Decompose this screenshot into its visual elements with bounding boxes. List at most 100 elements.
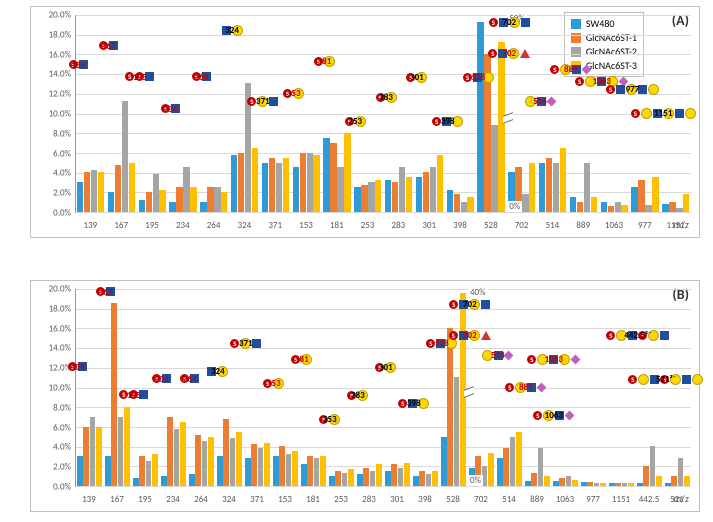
bar [432,471,438,486]
bar [195,435,201,486]
bar [286,454,292,486]
bar [461,202,467,212]
bar [525,481,531,486]
x-tick: 528 [484,220,498,231]
y-tick: 2.0% [35,462,71,473]
y-tick: 18.0% [35,29,71,40]
bar [238,153,244,212]
bar [652,177,658,212]
x-tick: 181 [330,220,344,231]
bar [330,143,336,212]
y-tick: 6.0% [35,422,71,433]
x-tick: 1063 [605,220,623,231]
bar [264,443,270,486]
x-tick: 889 [530,494,544,505]
bar [669,202,675,212]
bar [231,155,237,212]
bar [529,163,535,213]
bar [426,474,432,486]
x-tick: 195 [145,220,159,231]
bar [437,155,443,212]
y-tick: 18.0% [35,303,71,314]
y-tick: 12.0% [35,89,71,100]
bar [399,167,405,212]
bar [684,476,690,486]
bar [559,478,565,486]
bar [90,417,96,486]
bar [139,200,145,212]
bar [313,155,319,212]
bar [441,437,447,487]
bar [665,483,671,486]
bar [638,180,644,212]
bar [169,202,175,212]
y-tick: 2.0% [35,188,71,199]
bar [307,456,313,486]
bar [98,172,104,212]
bar [594,483,600,486]
bar [581,482,587,486]
bar [189,474,195,486]
bar [245,458,251,486]
bar [637,483,643,486]
x-tick: 283 [362,494,376,505]
bar [269,158,275,212]
bar [628,483,634,486]
bar [454,377,460,486]
bar [207,187,213,212]
bar [622,483,628,486]
bar [221,192,227,212]
bar [214,187,220,212]
x-tick: 139 [82,494,96,505]
bar [656,476,662,486]
bar [320,456,326,486]
bar [392,182,398,212]
bar [404,463,410,486]
y-tick: 20.0% [35,284,71,295]
bar [447,190,453,212]
inset-max: 40% [468,287,488,298]
bar [348,469,354,486]
bar [671,476,677,486]
bar [115,165,121,212]
bar [538,448,544,486]
bar [498,42,504,212]
bar [323,138,329,212]
bar [615,202,621,212]
x-tick: 264 [207,220,221,231]
bar [608,206,614,212]
bar [167,417,173,486]
panel-b: (B) m/z 0.0%2.0%4.0%6.0%8.0%10.0%12.0%14… [30,280,700,512]
x-tick: 301 [390,494,404,505]
x-tick: 528 [446,494,460,505]
bar [467,197,473,212]
bar [293,167,299,212]
bar [678,458,684,486]
bar [283,158,289,212]
y-tick: 10.0% [35,383,71,394]
bar [600,483,606,486]
y-tick: 20.0% [35,10,71,21]
bar [83,427,89,486]
bar [413,476,419,486]
bar [503,448,509,486]
bar [539,163,545,213]
bar [591,197,597,212]
bar [307,153,313,212]
bar [587,482,593,486]
x-tick: 301 [422,220,436,231]
bar [447,328,453,486]
bar [252,148,258,212]
bar [262,163,268,213]
y-tick: 14.0% [35,343,71,354]
bar [314,458,320,486]
x-tick: 371 [250,494,264,505]
bar [477,22,483,212]
bar [645,205,651,212]
bar [96,427,102,486]
x-tick: 181 [306,494,320,505]
bar [631,187,637,212]
bar [105,456,111,486]
bar [122,101,128,212]
bar [531,473,537,486]
